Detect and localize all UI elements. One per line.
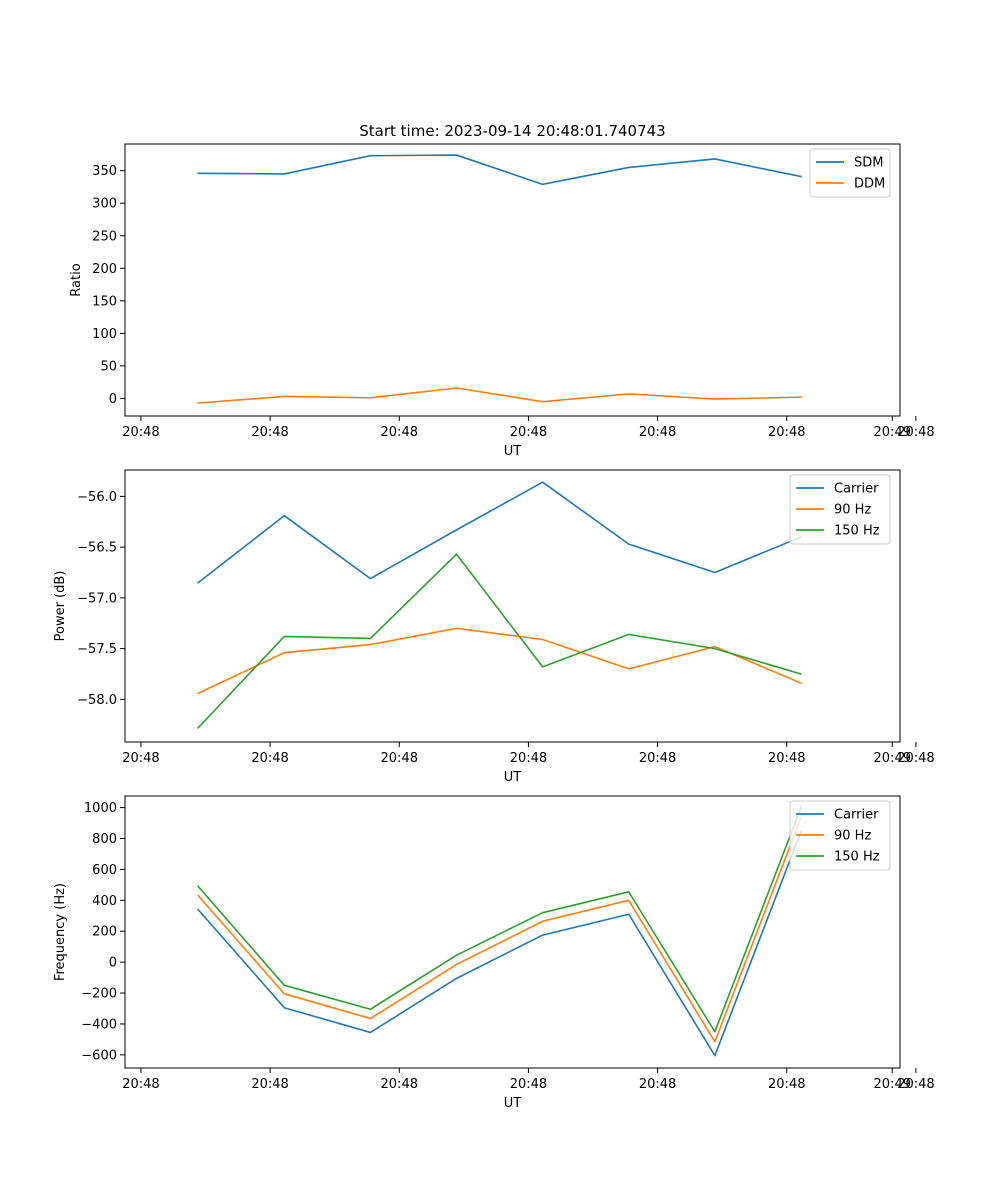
y-tick-label: 0 (109, 392, 117, 407)
x-tick-label: 20:48 (897, 1077, 934, 1092)
x-axis-label: UT (504, 444, 522, 459)
chart-panel-3: 20:48 20:48 20:48 20:48 20:48 20:48 20:4820:49… (53, 795, 935, 1111)
x-tick-label: 20:48 (510, 751, 547, 766)
x-axis-label: UT (504, 1096, 522, 1111)
series-line-sdm (197, 154, 802, 186)
x-tick-label: 20:48 (768, 751, 805, 766)
y-tick-label: 250 (92, 229, 117, 244)
chart-title: Start time: 2023-09-14 20:48:01.740743 (359, 122, 665, 140)
y-tick-label: −56.5 (77, 541, 117, 556)
series-line-90-hz (197, 627, 803, 695)
x-tick-label: 20:48 (897, 751, 934, 766)
series-line-90-hz (197, 816, 803, 1043)
y-tick-label: −600 (81, 1048, 117, 1063)
legend: Carrier 90 Hz 150 Hz (789, 800, 891, 871)
y-tick-label: 1000 (84, 801, 117, 816)
x-tick-label: 20:48 (768, 1077, 805, 1092)
y-tick-label: 400 (92, 894, 117, 909)
y-tick-label: −200 (81, 987, 117, 1002)
legend-label: 90 Hz (834, 829, 871, 844)
chart-panel-2: 20:48 20:48 20:48 20:48 20:48 20:48 20:4820:49… (53, 469, 935, 785)
legend-label: Carrier (834, 808, 879, 823)
y-tick-label: 200 (92, 262, 117, 277)
y-tick-label: 200 (92, 925, 117, 940)
x-tick-label: 20:48 (768, 425, 805, 440)
legend-box (789, 800, 891, 871)
x-tick-label: 20:48 (122, 425, 159, 440)
y-tick-label: 600 (92, 863, 117, 878)
chart-panel-1: Start time: 2023-09-14 20:48:01.740743 20… (69, 122, 935, 459)
legend-label: DDM (854, 177, 885, 192)
series-line-150-hz (197, 806, 803, 1033)
series-line-carrier (197, 830, 803, 1057)
y-tick-label: 0 (109, 956, 117, 971)
x-tick-label: 20:48 (251, 751, 288, 766)
legend-box (809, 148, 891, 198)
x-tick-label: 20:48 (510, 1077, 547, 1092)
y-tick-label: 100 (92, 327, 117, 342)
y-tick-label: −400 (81, 1017, 117, 1032)
x-tick-label: 20:48 (251, 425, 288, 440)
legend-label: Carrier (834, 482, 879, 497)
x-tick-label-end: 20:49 (874, 1077, 911, 1092)
y-tick-label: −57.5 (77, 642, 117, 657)
y-axis-label: Ratio (69, 263, 84, 296)
x-tick-label-end: 20:49 (874, 751, 911, 766)
axes-frame (124, 469, 901, 743)
legend-label: 150 Hz (834, 850, 880, 865)
x-tick-label: 20:48 (510, 425, 547, 440)
axes-frame (124, 795, 901, 1069)
y-tick-label: 300 (92, 197, 117, 212)
x-tick-label: 20:48 (639, 425, 676, 440)
x-tick-label: 20:48 (122, 751, 159, 766)
legend-box (789, 474, 891, 545)
x-axis-label: UT (504, 770, 522, 785)
y-tick-label: −57.0 (77, 591, 117, 606)
y-tick-label: −58.0 (77, 693, 117, 708)
y-axis-label: Power (dB) (53, 571, 68, 642)
x-tick-label: 20:48 (251, 1077, 288, 1092)
legend-label: 150 Hz (834, 524, 880, 539)
y-tick-label: −56.0 (77, 490, 117, 505)
x-tick-label: 20:48 (897, 425, 934, 440)
legend: SDM DDM (809, 148, 891, 198)
x-tick-label: 20:48 (639, 1077, 676, 1092)
x-tick-label: 20:48 (381, 425, 418, 440)
y-tick-label: 50 (100, 359, 117, 374)
x-tick-label: 20:48 (639, 751, 676, 766)
series-line-150-hz (197, 553, 802, 729)
x-tick-label: 20:48 (381, 751, 418, 766)
y-tick-label: 150 (92, 294, 117, 309)
x-tick-label: 20:48 (122, 1077, 159, 1092)
axes-frame (124, 143, 901, 417)
series-line-ddm (197, 387, 802, 404)
y-axis-label: Frequency (Hz) (53, 883, 68, 981)
x-tick-label: 20:48 (381, 1077, 418, 1092)
legend-label: SDM (854, 156, 883, 171)
legend: Carrier 90 Hz 150 Hz (789, 474, 891, 545)
series-line-carrier (197, 481, 803, 584)
y-tick-label: 350 (92, 164, 117, 179)
x-tick-label-end: 20:49 (874, 425, 911, 440)
y-tick-label: 800 (92, 832, 117, 847)
legend-label: 90 Hz (834, 503, 871, 518)
